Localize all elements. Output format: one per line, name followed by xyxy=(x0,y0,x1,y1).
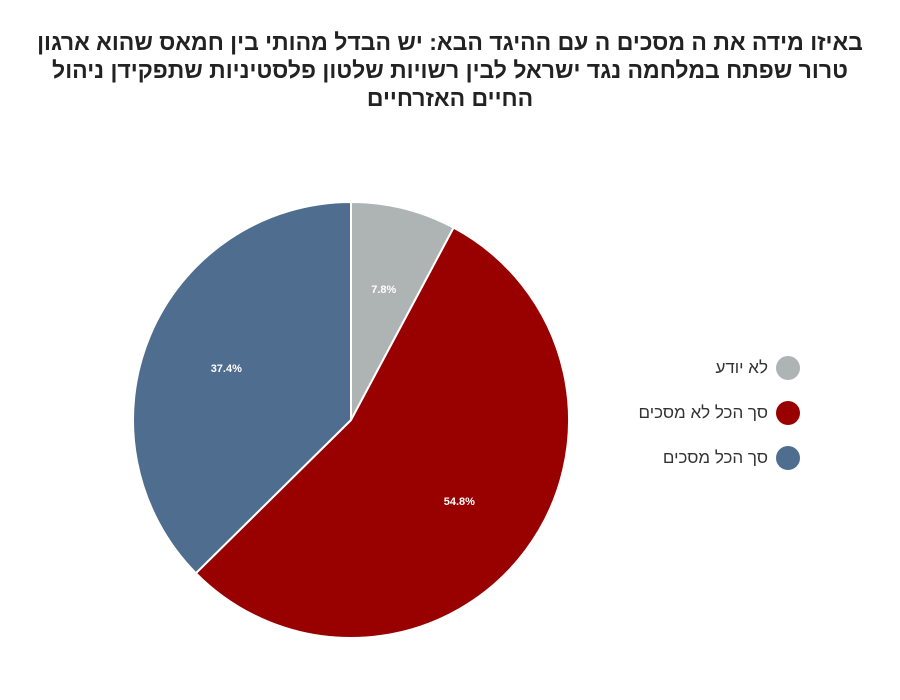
legend-label: סך הכל מסכים xyxy=(662,448,768,467)
legend-item: לא יודע xyxy=(560,356,800,380)
legend-item: סך הכל מסכים xyxy=(560,446,800,470)
legend-swatch xyxy=(776,356,800,380)
pie-slice xyxy=(132,200,352,575)
pie-slice xyxy=(194,226,570,639)
legend: לא יודע סך הכל לא מסכים סך הכל מסכים xyxy=(560,356,800,491)
pie-data-labels: 7.8% 54.8% 37.4% xyxy=(211,284,475,508)
legend-label: סך הכל לא מסכים xyxy=(638,403,768,422)
pie-slice xyxy=(350,200,455,421)
slice-data-label: 37.4% xyxy=(211,363,242,375)
legend-swatch xyxy=(776,446,800,470)
legend-label: לא יודע xyxy=(715,358,768,377)
slice-data-label: 7.8% xyxy=(371,284,396,296)
legend-swatch xyxy=(776,401,800,425)
chart-title: באיזו מידה את ה מסכים ה עם ההיגד הבא: יש… xyxy=(37,29,863,111)
pie-slices xyxy=(132,200,570,639)
slice-data-label: 54.8% xyxy=(444,496,475,508)
legend-item: סך הכל לא מסכים xyxy=(560,401,800,425)
